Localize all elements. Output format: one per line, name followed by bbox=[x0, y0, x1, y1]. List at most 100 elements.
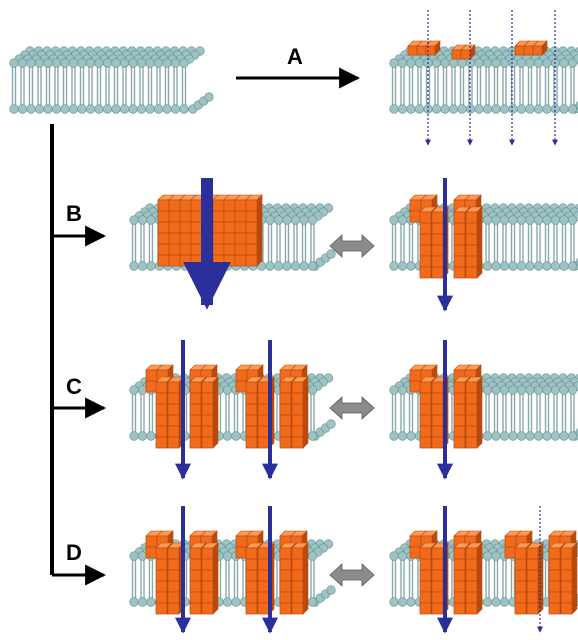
lipid-head bbox=[136, 104, 147, 114]
lipid-head bbox=[448, 104, 459, 114]
lipid-head bbox=[491, 215, 501, 225]
lipid-head bbox=[397, 58, 408, 68]
lipid-head bbox=[508, 104, 518, 114]
peptide-cube bbox=[431, 222, 444, 235]
peptide-cube bbox=[157, 254, 170, 267]
lipid-head bbox=[482, 261, 493, 271]
peptide-cube bbox=[453, 255, 466, 268]
lipid-head bbox=[34, 104, 45, 114]
peptide-cube bbox=[548, 591, 561, 604]
peptide-cube bbox=[245, 243, 258, 256]
peptide-cube bbox=[465, 425, 478, 438]
peptide-cube bbox=[526, 569, 539, 582]
peptide-cube bbox=[419, 425, 432, 438]
lipid-head bbox=[51, 104, 62, 114]
lipid-head bbox=[129, 551, 139, 561]
lipid-head bbox=[550, 104, 561, 114]
lipid-head bbox=[508, 431, 518, 441]
lipid-head bbox=[397, 261, 408, 271]
peptide-cube bbox=[245, 558, 258, 571]
lipid-head bbox=[431, 58, 442, 68]
flow-lines bbox=[50, 67, 361, 586]
peptide-cube bbox=[465, 591, 478, 604]
peptide-cube bbox=[465, 244, 478, 257]
peptide-cube bbox=[257, 392, 270, 405]
peptide-cube bbox=[465, 569, 478, 582]
peptide-cube bbox=[155, 414, 168, 427]
lipid-head bbox=[111, 58, 121, 68]
peptide-cube bbox=[257, 425, 270, 438]
peptide-cube bbox=[235, 380, 248, 393]
peptide-cube bbox=[201, 580, 214, 593]
peptide-cube bbox=[168, 232, 181, 245]
peptide-cube bbox=[419, 558, 432, 571]
peptide-cube bbox=[189, 414, 202, 427]
peptide-cube bbox=[453, 547, 466, 560]
peptide-cube bbox=[155, 602, 168, 615]
lipid-head bbox=[397, 551, 408, 561]
peptide-cube bbox=[465, 392, 478, 405]
peptide-cube bbox=[504, 535, 517, 548]
peptide-cube bbox=[179, 221, 192, 234]
lipid-head bbox=[559, 261, 569, 271]
peptide-cube bbox=[257, 381, 270, 394]
peptide-cube bbox=[548, 602, 561, 615]
lipid-head bbox=[482, 104, 493, 114]
peptide-cube bbox=[431, 591, 444, 604]
lipid-head bbox=[550, 261, 561, 271]
peptide-cube bbox=[189, 602, 202, 615]
lipid-head bbox=[482, 551, 493, 561]
lipid-head bbox=[533, 104, 544, 114]
lipid-head bbox=[406, 597, 416, 607]
lipid-head bbox=[26, 58, 36, 68]
lipid-head bbox=[397, 385, 408, 395]
peptide-cube bbox=[145, 369, 158, 382]
lipid-head bbox=[431, 104, 442, 114]
peptide-cube bbox=[514, 602, 527, 615]
peptide-cube bbox=[155, 425, 168, 438]
peptide-cube bbox=[526, 547, 539, 560]
lipid-head bbox=[550, 215, 561, 225]
lipid-head bbox=[482, 385, 493, 395]
peptide-cube bbox=[560, 547, 573, 560]
peptide-cube bbox=[155, 547, 168, 560]
peptide-cube bbox=[419, 255, 432, 268]
peptide-cube bbox=[453, 233, 466, 246]
lipid-head bbox=[389, 261, 399, 271]
lipid-head bbox=[265, 215, 275, 225]
lipid-head bbox=[474, 104, 484, 114]
peptide-cube bbox=[145, 546, 158, 559]
lipid-head bbox=[17, 58, 28, 68]
peptide-cube bbox=[560, 602, 573, 615]
peptide-cube bbox=[157, 210, 170, 223]
peptide-cube bbox=[291, 602, 304, 615]
peptide-cube bbox=[431, 381, 444, 394]
lipid-head bbox=[119, 104, 130, 114]
membrane-a bbox=[389, 46, 578, 114]
peptide-cube bbox=[155, 580, 168, 593]
equilibrium-arrow-c bbox=[329, 396, 375, 420]
peptide-cube bbox=[223, 254, 236, 267]
lipid-head bbox=[525, 104, 535, 114]
lipid-head bbox=[567, 104, 578, 114]
peptide-cube bbox=[431, 602, 444, 615]
peptide-cube bbox=[190, 243, 203, 256]
equilibrium-arrow-b bbox=[329, 234, 375, 258]
peptide-cube bbox=[234, 254, 247, 267]
peptide-cube bbox=[453, 381, 466, 394]
lipid-head bbox=[389, 104, 399, 114]
peptide-cube bbox=[419, 233, 432, 246]
peptide-cube bbox=[548, 569, 561, 582]
peptide-cube bbox=[257, 591, 270, 604]
lipid-head bbox=[290, 261, 301, 271]
peptide-cube bbox=[168, 221, 181, 234]
lipid-head bbox=[307, 551, 318, 561]
peptide-cube bbox=[157, 232, 170, 245]
lipid-head bbox=[508, 215, 518, 225]
peptide-cube bbox=[189, 580, 202, 593]
peptide-cube bbox=[514, 569, 527, 582]
peptide-cube bbox=[431, 558, 444, 571]
peptide-cube bbox=[245, 436, 258, 449]
peptide-cube bbox=[201, 425, 214, 438]
lipid-head bbox=[499, 104, 510, 114]
